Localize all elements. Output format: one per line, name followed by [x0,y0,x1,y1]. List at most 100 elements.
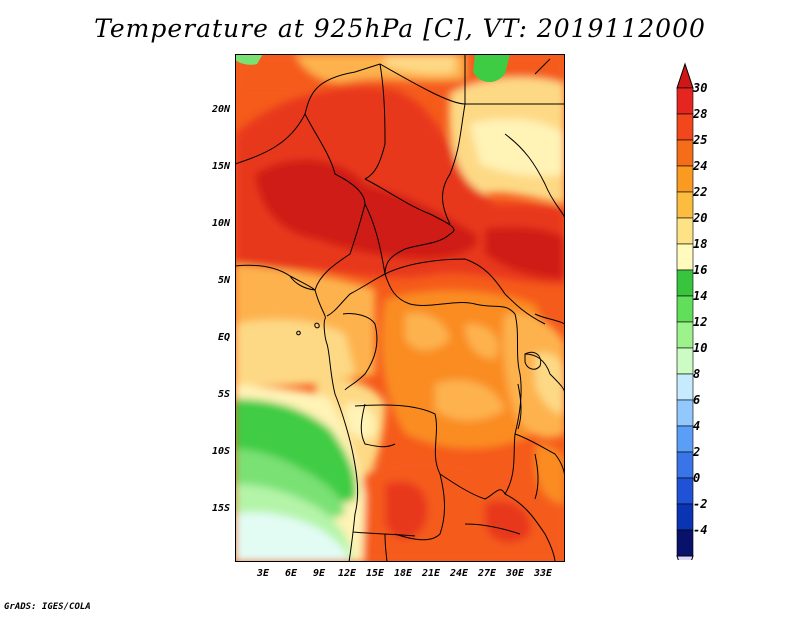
island-sao-tome [296,330,301,336]
colorbar-label-6: 6 [693,393,701,407]
lon-label-27e: 27E [477,568,497,579]
border-east-3 [524,353,565,395]
colorbar-swatch-10 [676,347,694,375]
colorbar-under-arrow [676,555,694,560]
colorbar-label-28: 28 [693,107,708,121]
colorbar-label-0: 0 [693,471,701,485]
temperature-map [235,54,565,562]
border-cameroon [326,203,386,317]
colorbar-label-16: 16 [693,263,708,277]
field-sahel-30b [485,227,565,279]
colorbar-swatch-7 [676,269,694,297]
field-south-28 [385,481,428,539]
field-ocean-16 [235,399,356,503]
field-north-green-light [235,54,263,65]
colorbar-swatch-17 [676,529,694,557]
lat-label-20n: 20N [211,104,230,115]
border-angola [360,403,396,448]
colorbar-swatch-16 [676,503,694,531]
lat-label-5s: 5S [217,389,230,400]
colorbar-label-20: 20 [693,211,708,225]
field-ocean-10 [235,512,350,562]
colorbar-label-24: 24 [693,159,708,173]
field-basin-22c [465,323,499,359]
map-title: Temperature at 925hPa [C], VT: 201911200… [94,14,706,43]
sinai-coast [534,58,551,75]
lat-label-10n: 10N [211,218,230,229]
colorbar-swatch-12 [676,399,694,427]
lake-victoria [524,351,542,370]
colorbar-label-4: 4 [693,419,701,433]
lon-label-6e: 6E [284,568,298,579]
colorbar-swatch-15 [676,477,694,505]
border-sahel-1 [235,63,466,165]
island-bioko [314,322,320,329]
lon-label-18e: 18E [393,568,413,579]
colorbar-swatch-6 [676,243,694,271]
lon-label-9e: 9E [312,568,326,579]
colorbar-swatch-3 [676,165,694,193]
lon-label-33e: 33E [533,568,553,579]
colorbar-label-30: 30 [693,81,708,95]
field-north-20 [385,54,455,74]
border-east-1 [504,133,565,220]
colorbar-label-22: 22 [693,185,708,199]
lat-label-10s: 10S [211,446,230,457]
colorbar-label-8: 8 [693,367,701,381]
field-angola-18 [345,403,376,439]
colorbar-swatch-5 [676,217,694,245]
colorbar-label-10: 10 [693,341,708,355]
colorbar-swatch-1 [676,113,694,141]
border-east-6 [464,523,521,535]
coastline-west [235,264,359,562]
coastline-bight [289,275,316,291]
field-south-28b [485,500,531,543]
colorbar-swatch-13 [676,425,694,453]
lon-label-24e: 24E [449,568,469,579]
map-frame [235,54,565,562]
border-east-2 [534,313,565,325]
field-east-24 [535,444,565,504]
lat-label-5n: 5N [217,275,230,286]
grads-credit: GrADS: IGES/COLA [4,602,91,612]
border-drc-north [384,273,516,315]
colorbar-label-18: 18 [693,237,708,251]
field-ne-18 [470,118,565,176]
border-libya-sudan [442,54,466,225]
colorbar-swatch-2 [676,139,694,167]
lake-tanganyika [517,383,522,430]
border-gabon-congo [342,313,378,391]
map-canvas [235,54,565,562]
field-basin-22a [405,312,450,351]
field-north-green [473,54,510,83]
colorbar-swatch-11 [676,373,694,401]
lon-label-30e: 30E [505,568,525,579]
lon-label-12e: 12E [337,568,357,579]
colorbar-swatch-0 [676,87,694,115]
lat-label-eq: EQ [217,332,230,343]
colorbar-swatch-8 [676,295,694,323]
colorbar-swatch-4 [676,191,694,219]
colorbar-over-arrow [676,62,694,89]
lon-label-21e: 21E [421,568,441,579]
lake-malawi [534,453,539,500]
colorbar-label-12: 12 [693,315,708,329]
colorbar-label-minus2: -2 [693,497,708,511]
border-sahel-2 [364,63,386,180]
field-east-20 [535,352,565,414]
colorbar-label-2: 2 [693,445,701,459]
lon-label-3e: 3E [256,568,270,579]
border-car [384,258,546,325]
border-nigeria [304,113,366,291]
lat-label-15s: 15S [211,503,230,514]
colorbar-label-25: 25 [693,133,708,147]
field-basin-22b [435,380,505,421]
colorbar-swatch-9 [676,321,694,349]
temperature-field [235,54,565,562]
border-drc-south [354,404,506,500]
border-zambia [394,473,445,541]
lat-label-15n: 15N [211,161,230,172]
border-chad [364,178,455,275]
colorbar-label-14: 14 [693,289,708,303]
colorbar [676,62,694,560]
